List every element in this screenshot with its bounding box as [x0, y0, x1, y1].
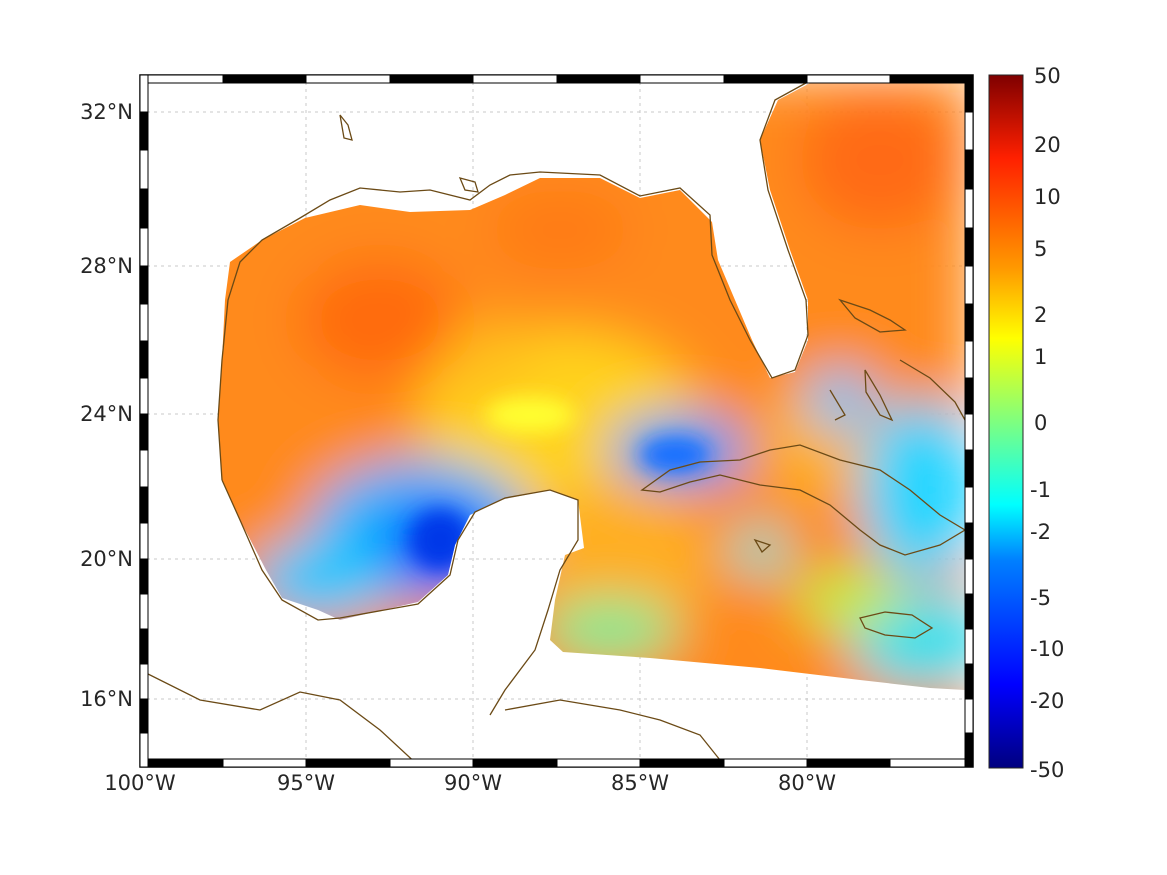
lat-tick-label: 24°N [80, 402, 133, 426]
sea-level-field [218, 82, 965, 690]
lon-tick-label: 100°W [104, 771, 176, 795]
coastline [140, 77, 967, 767]
lon-tick-label: 95°W [277, 771, 335, 795]
colorbar-tick-label: 10 [1034, 185, 1061, 209]
map-frame [139, 74, 974, 768]
colorbar-tick-label: 0 [1034, 411, 1047, 435]
lon-tick-label: 90°W [444, 771, 502, 795]
colorbar-tick-label: 50 [1034, 64, 1061, 88]
lat-tick-label: 16°N [80, 687, 133, 711]
colorbar [988, 74, 1024, 769]
colorbar-tick-label: -20 [1030, 689, 1064, 713]
lon-tick-labels: 100°W 95°W 90°W 85°W 80°W [104, 771, 836, 795]
lon-tick-label: 80°W [778, 771, 836, 795]
colorbar-tick-label: -1 [1030, 478, 1051, 502]
colorbar-tick-label: 5 [1034, 237, 1047, 261]
colorbar-tick-label: 1 [1034, 345, 1047, 369]
colorbar-tick-label: 20 [1034, 133, 1061, 157]
lat-tick-label: 20°N [80, 547, 133, 571]
colorbar-tick-label: -5 [1030, 586, 1051, 610]
colorbar-tick-label: -10 [1030, 637, 1064, 661]
lat-tick-label: 28°N [80, 254, 133, 278]
colorbar-tick-labels: 50 20 10 5 2 1 0 -1 -2 -5 -10 -20 -50 [1030, 64, 1064, 782]
lat-tick-label: 32°N [80, 100, 133, 124]
colorbar-tick-label: -2 [1030, 520, 1051, 544]
lat-tick-labels: 32°N 28°N 24°N 20°N 16°N [80, 100, 133, 711]
lon-tick-label: 85°W [611, 771, 669, 795]
colorbar-tick-label: 2 [1034, 303, 1047, 327]
colorbar-tick-label: -50 [1030, 758, 1064, 782]
